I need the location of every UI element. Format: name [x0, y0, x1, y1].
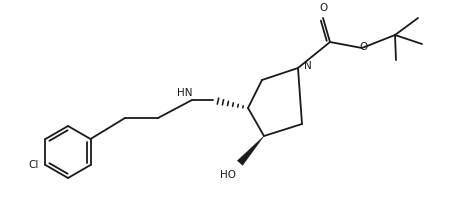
- Text: O: O: [359, 42, 367, 52]
- Text: O: O: [319, 3, 327, 13]
- Text: N: N: [304, 61, 312, 71]
- Text: Cl: Cl: [28, 160, 39, 170]
- Text: HN: HN: [177, 88, 193, 98]
- Polygon shape: [238, 136, 264, 165]
- Text: HO: HO: [220, 170, 236, 180]
